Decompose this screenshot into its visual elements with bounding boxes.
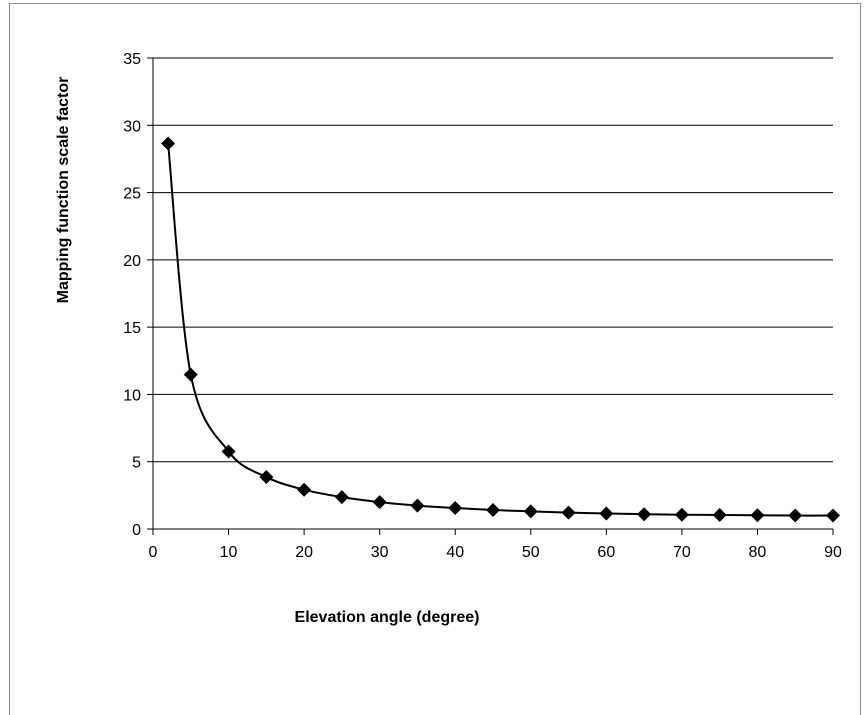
y-tick-label: 10 (123, 387, 141, 404)
data-point-65 (637, 507, 652, 522)
y-tick-label: 20 (123, 253, 141, 270)
series-line (167, 143, 834, 517)
y-tick-label: 35 (123, 51, 141, 68)
data-point-60 (599, 506, 614, 521)
series-markers (161, 136, 840, 523)
y-tick-label: 5 (132, 455, 141, 472)
x-tick-label: 70 (673, 544, 691, 561)
data-point-90 (826, 508, 840, 523)
x-tick-label: 40 (446, 544, 464, 561)
data-point-40 (448, 501, 463, 516)
x-tick-labels: 0 10 20 30 40 50 60 70 80 90 (149, 544, 842, 561)
data-point-2 (161, 136, 176, 151)
x-axis-title: Elevation angle (degree) (295, 609, 480, 626)
y-tick-labels: 0 5 10 15 20 25 30 35 (123, 51, 141, 539)
y-tick-label: 25 (123, 186, 141, 203)
y-axis-title: Mapping function scale factor (55, 77, 72, 304)
x-tick-label: 30 (371, 544, 389, 561)
data-point-50 (523, 504, 538, 519)
data-point-35 (410, 498, 425, 513)
x-tick-label: 50 (522, 544, 540, 561)
data-point-85 (788, 508, 803, 523)
y-tick-label: 15 (123, 320, 141, 337)
data-point-75 (712, 508, 727, 523)
gridlines (153, 57, 833, 463)
y-tick-label: 0 (132, 522, 141, 539)
data-point-10 (221, 444, 236, 459)
x-tick-label: 90 (824, 544, 842, 561)
data-point-80 (750, 508, 765, 523)
data-point-55 (561, 505, 576, 520)
data-point-45 (486, 503, 500, 518)
chart-frame (9, 3, 861, 715)
data-point-15 (259, 470, 274, 485)
data-point-30 (372, 495, 387, 510)
data-point-20 (297, 482, 312, 497)
x-tick-label: 80 (749, 544, 767, 561)
x-tick-label: 0 (149, 544, 158, 561)
axes (147, 57, 834, 535)
x-tick-label: 60 (597, 544, 615, 561)
x-tick-label: 10 (220, 544, 238, 561)
data-point-25 (334, 490, 349, 505)
data-point-5 (183, 367, 198, 382)
x-tick-label: 20 (295, 544, 313, 561)
data-point-70 (674, 507, 689, 522)
y-tick-label: 30 (123, 118, 141, 135)
